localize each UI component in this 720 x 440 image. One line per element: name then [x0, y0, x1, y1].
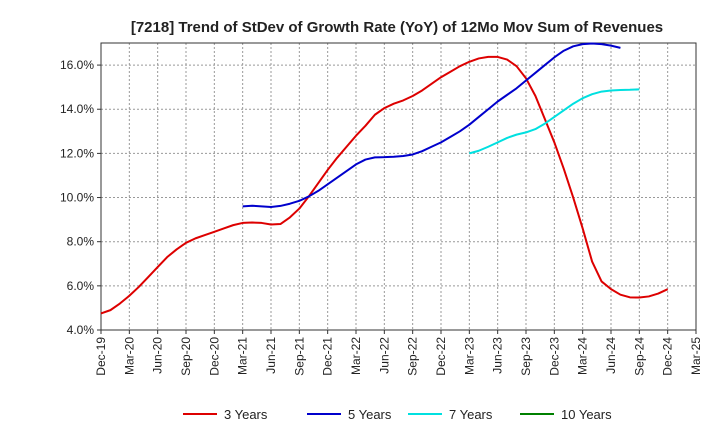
line-series-5-years	[242, 42, 621, 209]
x-tick-label: Dec-21	[321, 337, 335, 376]
y-axis: 4.0% 6.0% 8.0% 10.0% 12.0% 14.0% 16.0%	[60, 58, 101, 337]
y-tick-label: 8.0%	[67, 235, 95, 249]
x-tick-label: Sep-23	[519, 337, 533, 376]
x-tick-label: Dec-24	[661, 337, 675, 376]
legend: 3 Years 5 Years 7 Years 10 Years	[183, 407, 612, 422]
x-tick-label: Sep-21	[292, 337, 306, 376]
x-tick-label: Dec-22	[434, 337, 448, 376]
x-tick-label: Sep-20	[179, 337, 193, 376]
chart-title: [7218] Trend of StDev of Growth Rate (Yo…	[131, 19, 663, 36]
x-tick-label: Dec-23	[547, 337, 561, 376]
y-tick-label: 4.0%	[67, 323, 95, 337]
x-tick-label: Sep-22	[406, 337, 420, 376]
y-tick-label: 12.0%	[60, 146, 94, 160]
y-tick-label: 14.0%	[60, 102, 94, 116]
x-tick-label: Mar-22	[349, 337, 363, 375]
x-tick-label: Jun-24	[604, 337, 618, 374]
x-tick-label: Jun-23	[491, 337, 505, 374]
plot-frame	[100, 42, 697, 331]
x-tick-label: Dec-19	[94, 337, 108, 376]
x-tick-label: Mar-20	[122, 337, 136, 375]
x-tick-label: Mar-23	[462, 337, 476, 375]
x-tick-label: Jun-22	[377, 337, 391, 374]
x-tick-label: Dec-20	[207, 337, 221, 376]
line-series-7-years	[469, 88, 640, 155]
x-tick-label: Mar-24	[576, 337, 590, 375]
legend-label: 5 Years	[348, 407, 392, 422]
legend-label: 3 Years	[224, 407, 268, 422]
y-tick-label: 16.0%	[60, 58, 94, 72]
line-series-3-years	[100, 55, 669, 315]
x-tick-label: Sep-24	[632, 337, 646, 376]
legend-label: 7 Years	[449, 407, 493, 422]
x-tick-label: Mar-25	[689, 337, 703, 375]
y-tick-label: 10.0%	[60, 191, 94, 205]
x-tick-label: Mar-21	[236, 337, 250, 375]
y-tick-label: 6.0%	[67, 279, 95, 293]
x-tick-label: Jun-20	[151, 337, 165, 374]
x-axis: Dec-19 Mar-20 Jun-20 Sep-20 Dec-20 Mar-21 Jun-…	[94, 330, 703, 376]
legend-label: 10 Years	[561, 407, 612, 422]
series-lines	[100, 42, 669, 315]
x-tick-label: Jun-21	[264, 337, 278, 374]
